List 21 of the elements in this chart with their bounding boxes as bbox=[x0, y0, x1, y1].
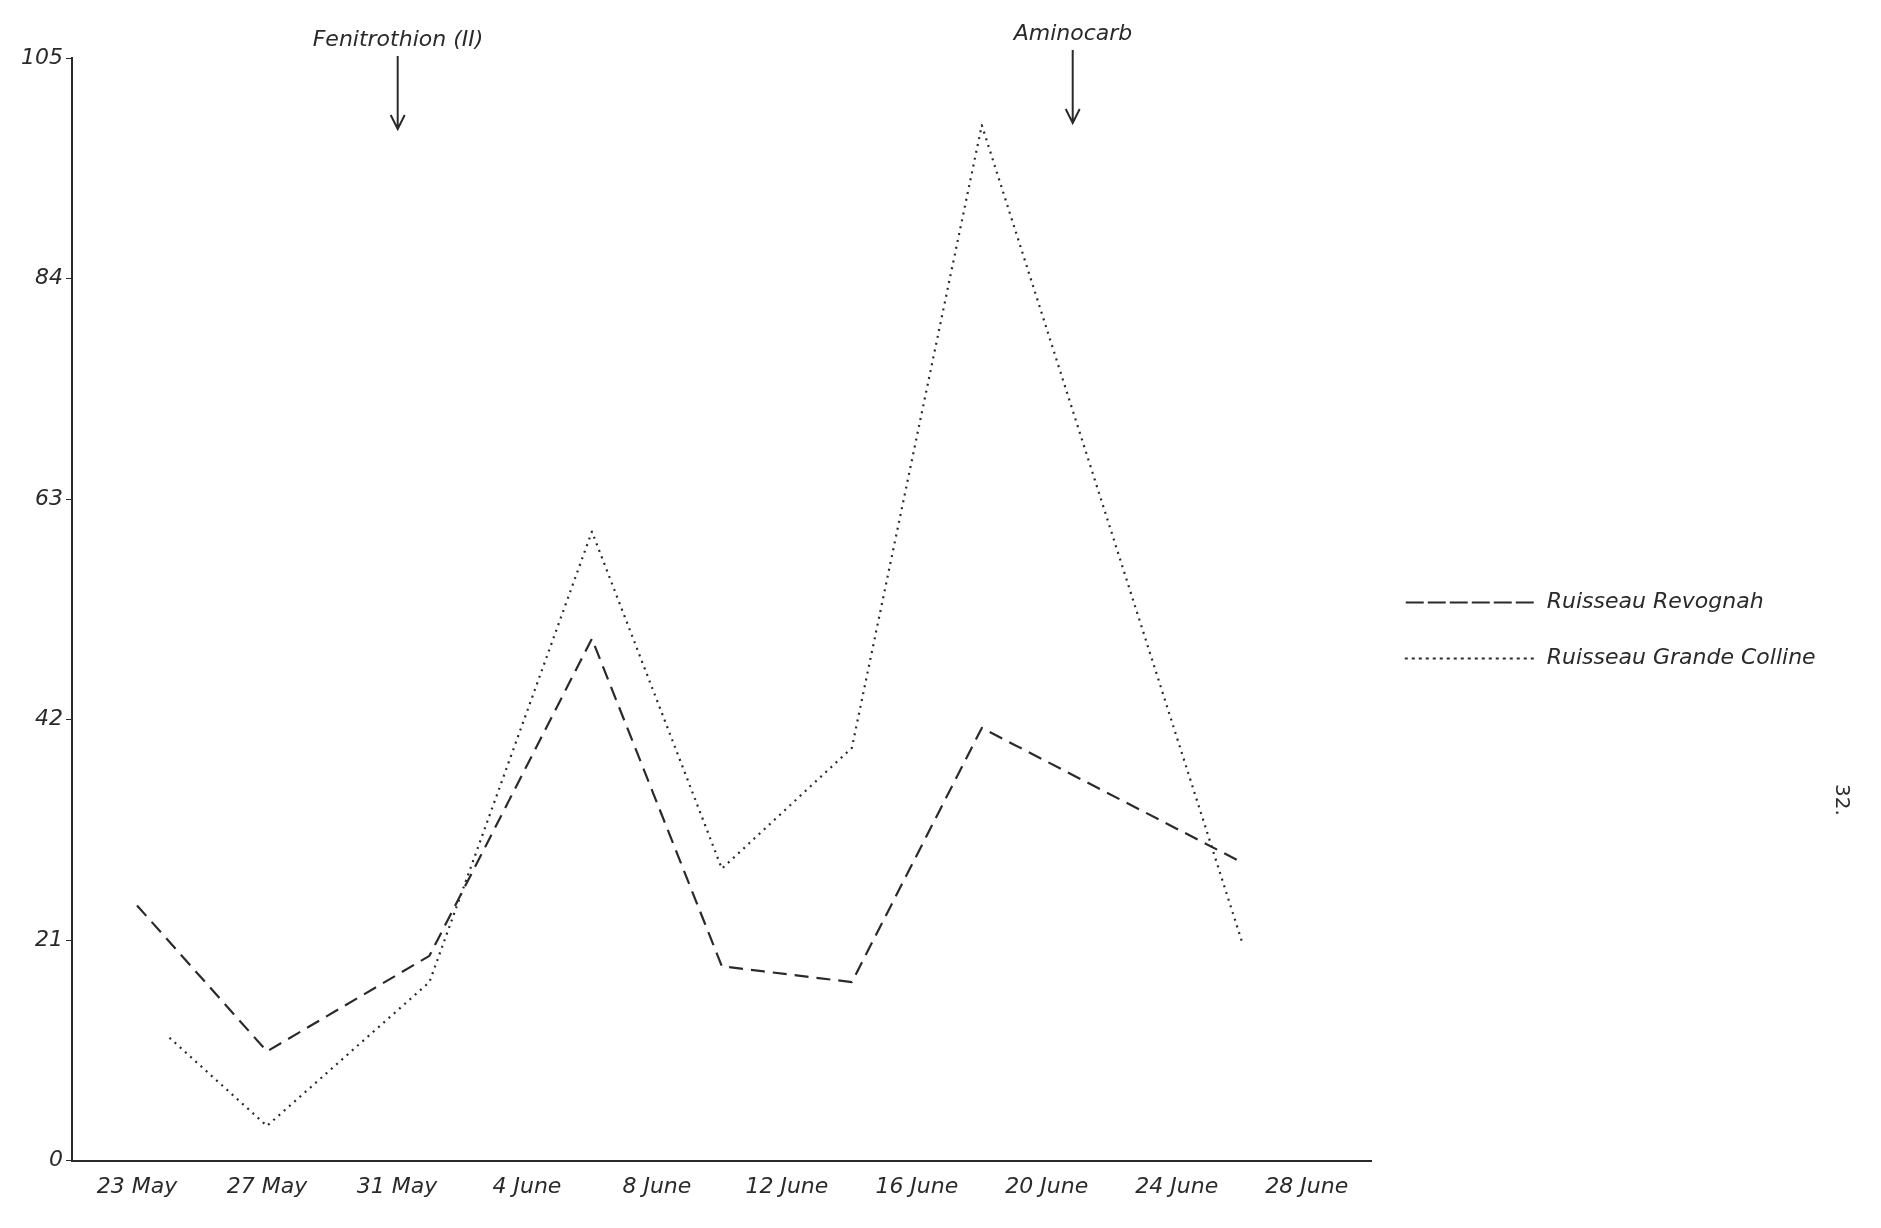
x-tick-label: 4 June bbox=[492, 1172, 562, 1198]
y-tick-label: 63 bbox=[34, 484, 63, 510]
y-tick-label: 42 bbox=[34, 705, 63, 731]
x-tick-label: 8 June bbox=[622, 1172, 692, 1198]
text: Fenitrothion (II) bbox=[312, 26, 484, 51]
x-tick-label: 12 June bbox=[745, 1172, 829, 1198]
text: Aminocarb bbox=[1013, 20, 1133, 45]
x-tick-label: 16 June bbox=[875, 1172, 959, 1198]
x-tick-label: 28 June bbox=[1265, 1172, 1349, 1198]
y-tick-label: 105 bbox=[20, 43, 63, 69]
x-tick-label: 31 May bbox=[356, 1172, 439, 1198]
x-tick-label: 27 May bbox=[226, 1172, 309, 1198]
text: Ruisseau Grande Colline bbox=[1546, 644, 1816, 670]
text: Ruisseau Revognah bbox=[1546, 588, 1764, 614]
x-tick-label: 24 June bbox=[1135, 1172, 1219, 1198]
x-tick-label: 23 May bbox=[96, 1172, 179, 1198]
y-tick-label: 0 bbox=[48, 1146, 63, 1172]
y-tick-label: 84 bbox=[34, 264, 63, 290]
x-tick-label: 20 June bbox=[1005, 1172, 1089, 1198]
text: 32. bbox=[1831, 784, 1855, 816]
y-tick-label: 21 bbox=[34, 925, 63, 951]
